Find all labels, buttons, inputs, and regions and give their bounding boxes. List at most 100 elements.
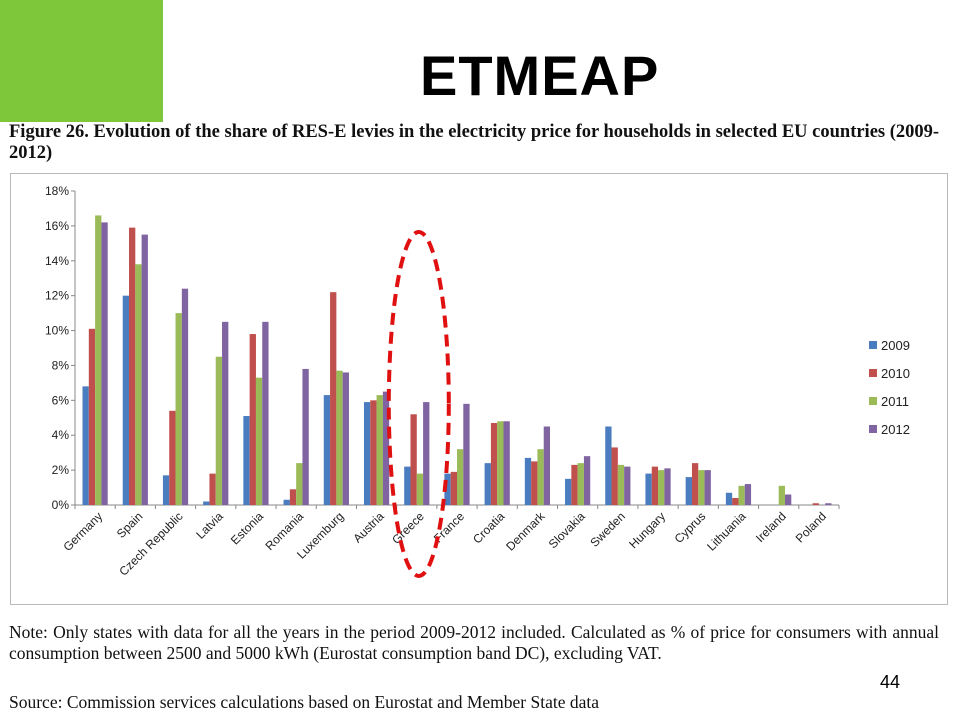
legend-swatch-2011 — [869, 397, 877, 405]
green-corner-block — [0, 0, 163, 122]
bar-2011 — [336, 370, 343, 505]
bar-2012 — [784, 494, 792, 505]
x-tick-label: Greece — [389, 509, 427, 547]
bar-2011 — [255, 377, 263, 505]
x-tick-label: Ireland — [753, 509, 789, 545]
y-tick-label: 16% — [45, 219, 69, 233]
bar-2012 — [101, 222, 108, 505]
y-tick-label: 6% — [52, 393, 70, 407]
bar-2012 — [543, 426, 551, 505]
bar-2009 — [243, 416, 250, 505]
bar-2009 — [283, 499, 290, 505]
slide-title: ETMEAP — [420, 44, 660, 107]
x-tick-label: Hungary — [626, 509, 668, 551]
bar-2009 — [565, 478, 572, 505]
bar-2009 — [725, 492, 733, 505]
bar-2009 — [645, 473, 652, 505]
bar-2009 — [82, 386, 89, 505]
bar-2010 — [531, 461, 538, 505]
x-tick-label: Latvia — [193, 509, 226, 542]
bar-2011 — [215, 356, 223, 505]
bar-2011 — [577, 463, 584, 505]
bar-2010 — [289, 489, 297, 505]
bar-2011 — [778, 485, 785, 505]
chart-frame: 0% 2% 4% 6% 8% 10% 12% 14% 16% 18% Germany Spain Cze… — [10, 173, 948, 605]
x-tick-label: Germany — [60, 509, 105, 554]
legend-label-2010: 2010 — [881, 366, 910, 381]
bar-2010 — [812, 503, 819, 505]
bar-2011 — [376, 395, 383, 505]
bar-2009 — [524, 457, 532, 505]
figure-caption: Figure 26. Evolution of the share of RES… — [9, 122, 940, 163]
x-tick-label: Austria — [350, 509, 387, 546]
bar-2012 — [181, 288, 189, 505]
bar-2011 — [617, 464, 625, 505]
bar-chart: 0%2%4%6%8%10%12%14%16%18%Germany SpainCze… — [45, 184, 910, 579]
bar-2012 — [624, 466, 631, 505]
bar-2010 — [450, 471, 457, 505]
bar-2009 — [685, 477, 692, 505]
bar-2012 — [825, 503, 832, 505]
page-number: 44 — [880, 672, 901, 692]
bar-2010 — [732, 498, 739, 505]
bar-2011 — [537, 449, 544, 505]
bar-2011 — [135, 264, 142, 505]
bar-2011 — [658, 470, 665, 505]
bar-2012 — [382, 391, 390, 505]
bar-2010 — [209, 473, 216, 505]
bar-2011 — [175, 313, 182, 505]
bar-2010 — [330, 292, 337, 505]
y-tick-label: 4% — [52, 428, 70, 442]
x-tick-label: Poland — [793, 509, 829, 545]
bar-2012 — [704, 470, 711, 505]
x-tick-label: Lithuania — [704, 509, 749, 554]
legend-swatch-2010 — [869, 369, 877, 377]
bar-2011 — [95, 215, 102, 505]
bar-2011 — [457, 449, 464, 505]
bar-2010 — [88, 328, 96, 505]
bar-2012 — [141, 234, 148, 505]
bar-2009 — [484, 463, 491, 505]
bar-2012 — [222, 321, 229, 505]
bar-2010 — [370, 400, 377, 505]
bar-2010 — [691, 463, 699, 505]
bar-2011 — [416, 473, 424, 505]
x-tick-label: Spain — [114, 509, 146, 541]
x-tick-label: Slovakia — [546, 509, 588, 551]
bar-2009 — [363, 402, 371, 505]
bar-2009 — [203, 501, 210, 505]
bar-2009 — [444, 473, 451, 505]
highlight-ellipse — [386, 230, 451, 578]
bar-2012 — [744, 484, 752, 505]
figure-source: Source: Commission services calculations… — [9, 692, 599, 712]
legend-swatch-2009 — [869, 341, 877, 349]
figure-note: Note: Only states with data for all the … — [9, 622, 939, 663]
bar-2011 — [698, 470, 705, 505]
bar-2009 — [605, 426, 612, 505]
bar-2012 — [503, 421, 510, 505]
bar-2010 — [490, 423, 498, 505]
y-tick-label: 18% — [45, 184, 69, 198]
legend-label-2011: 2011 — [881, 394, 909, 409]
bar-2012 — [342, 372, 349, 505]
bar-2010 — [571, 464, 578, 505]
bar-2012 — [262, 321, 269, 505]
y-tick-label: 10% — [45, 324, 69, 338]
bar-2012 — [423, 402, 430, 505]
bar-2012 — [583, 456, 591, 505]
x-tick-label: Estonia — [228, 509, 266, 547]
legend-label-2012: 2012 — [881, 422, 910, 437]
bar-2010 — [129, 227, 136, 505]
bar-2012 — [664, 468, 671, 505]
bar-2009 — [122, 295, 130, 505]
bar-2009 — [323, 395, 331, 505]
x-tick-label: Denmark — [503, 509, 548, 554]
bar-2012 — [463, 403, 470, 505]
y-tick-label: 0% — [52, 498, 70, 512]
x-tick-label: Croatia — [470, 509, 507, 546]
bar-2011 — [296, 463, 303, 505]
bar-2012 — [302, 368, 309, 505]
bar-2010 — [249, 334, 256, 505]
bar-2010 — [169, 410, 176, 505]
y-tick-label: 14% — [45, 254, 69, 268]
